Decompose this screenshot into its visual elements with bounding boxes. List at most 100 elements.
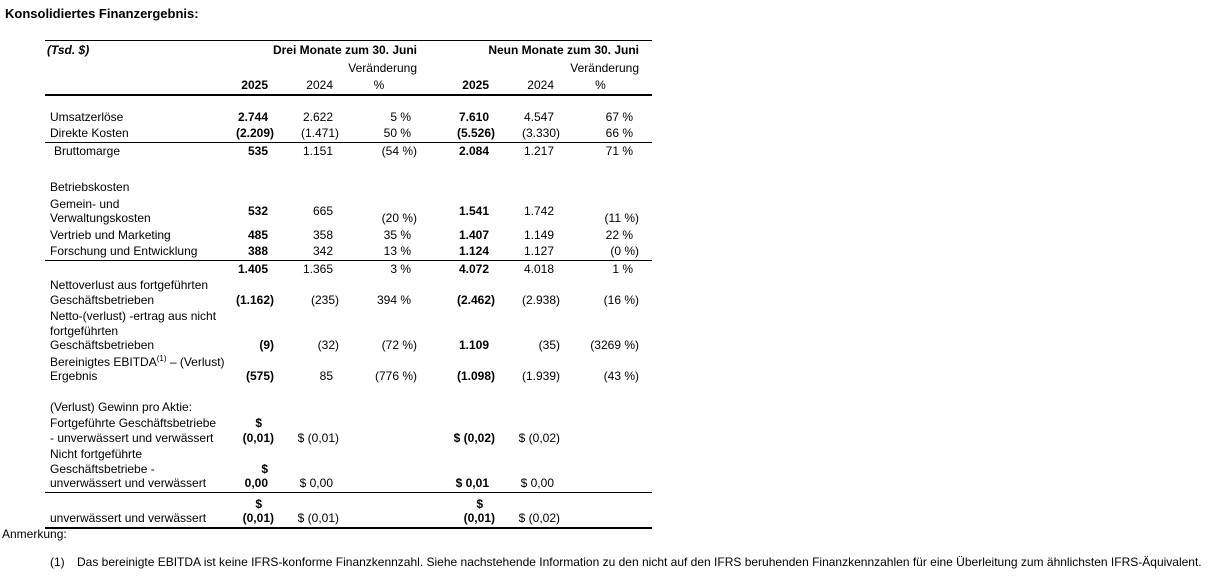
col-header-2024-0: 2024	[275, 76, 340, 96]
value-cell: 67 %	[605, 109, 633, 124]
value-cell: (11 %)	[604, 211, 639, 225]
spacer-row	[45, 159, 652, 179]
value-cell: (16 %)	[603, 292, 639, 307]
value-cell	[275, 179, 340, 196]
value-cell: (2.209)	[235, 126, 274, 140]
value-cell	[418, 399, 496, 416]
value-cell: (9)	[259, 338, 274, 352]
row-label: Bereinigtes EBITDA(1) – (Verlust) Ergebni…	[50, 353, 225, 383]
col-header-2025-1: 2025	[418, 76, 496, 96]
value-cell: (575)	[245, 369, 274, 383]
spacer-row	[45, 385, 652, 399]
table-row: (Verlust) Gewinn pro Aktie:	[45, 399, 652, 416]
value-cell: 2.084	[418, 141, 496, 159]
value-line: (0,01)	[463, 511, 495, 525]
value-cell: 1.365	[275, 259, 340, 277]
row-label: (Verlust) Gewinn pro Aktie:	[50, 399, 193, 414]
value-cell: 394 %	[376, 292, 411, 307]
value-cell: 5 %	[390, 109, 411, 124]
period-title-0: Drei Monate zum 30. Juni	[235, 40, 418, 59]
table-row: Forschung und Entwicklung 388 342 13 % 1.124…	[45, 243, 652, 260]
value-cell: $ (0,01)	[297, 430, 339, 445]
value-cell: $ (0,02)	[496, 491, 561, 529]
value-cell	[235, 399, 275, 416]
pad-cell	[640, 109, 652, 126]
header-row-change: Veränderung Veränderung	[45, 59, 652, 77]
value-cell	[275, 399, 340, 416]
pad-cell	[640, 59, 652, 77]
value-cell: (54 %)	[340, 141, 418, 159]
value-cell: (1.162)	[235, 292, 274, 307]
value-cell	[561, 179, 640, 196]
header-row-titles: (Tsd. $) Drei Monate zum 30. Juni Neun Mon…	[45, 40, 652, 59]
value-cell: 665	[312, 203, 333, 218]
table-row: 1.405 1.365 3 % 4.072 4.018 1 %	[45, 259, 652, 277]
value-cell: 1.407	[458, 227, 489, 242]
value-cell: 1.541	[458, 203, 489, 218]
page-title: Konsolidiertes Finanzergebnis:	[5, 6, 199, 21]
value-cell: 358	[312, 227, 333, 242]
value-cell: $ (0,01)	[275, 491, 340, 529]
pad-cell	[640, 141, 652, 159]
value-cell	[235, 179, 275, 196]
row-label	[45, 259, 235, 277]
value-cell: 1 %	[561, 259, 640, 277]
value-line: (0,01)	[242, 511, 274, 525]
table-row: Bruttomarge 535 1.151 (54 %) 2.084 1.217 71 %	[45, 141, 652, 159]
value-cell	[561, 491, 640, 529]
empty-cell	[45, 59, 235, 77]
value-cell: (2.938)	[521, 292, 560, 307]
value-cell: 388	[247, 244, 268, 258]
value-cell: 1.127	[523, 244, 554, 258]
pad-cell	[640, 354, 652, 385]
value-cell: (1.098)	[456, 369, 495, 383]
pad-cell	[640, 196, 652, 227]
pad-cell	[640, 125, 652, 142]
table-body: Umsatzerlöse 2.744 2.622 5 % 7.610 4.547 67 % D…	[45, 95, 652, 529]
value-cell: (3.330)	[521, 126, 560, 140]
value-cell: 1.109	[458, 338, 489, 352]
value-cell: $ (0,01)	[418, 491, 496, 529]
pad-cell	[640, 415, 652, 446]
row-label: Bruttomarge	[45, 141, 235, 159]
value-cell	[340, 399, 418, 416]
pad-cell	[640, 308, 652, 354]
value-cell	[340, 415, 418, 446]
table-row: Fortgeführte Geschäftsbetriebe - unverwä…	[45, 415, 652, 446]
value-cell	[496, 399, 561, 416]
pad-cell	[640, 491, 652, 529]
value-cell: $ 0,00	[299, 476, 333, 490]
value-cell: (5.526)	[456, 126, 495, 140]
pad-cell	[640, 243, 652, 260]
spacer-cell	[45, 385, 652, 399]
col-header-2024-1: 2024	[496, 76, 561, 96]
value-cell: 4.018	[496, 259, 561, 277]
row-label: unverwässert und verwässert	[45, 491, 235, 529]
row-label: Netto-(verlust) -ertrag aus nicht fortge…	[50, 309, 217, 352]
empty-cell	[45, 76, 235, 96]
value-cell: 50 %	[383, 126, 411, 140]
value-cell: 1.742	[523, 203, 554, 218]
pad-cell	[640, 446, 652, 492]
value-cell: $ 0,00	[244, 461, 268, 491]
pad-cell	[640, 76, 652, 96]
footnote-text: Das bereinigte EBITDA ist keine IFRS-kon…	[77, 555, 1202, 569]
value-cell: 22 %	[605, 227, 633, 242]
unit-label: (Tsd. $)	[45, 40, 235, 59]
table-row: Nettoverlust aus fortgeführten Geschäfts…	[45, 277, 652, 308]
row-label: Forschung und Entwicklung	[50, 244, 198, 258]
col-header-pct-0: %	[340, 76, 418, 96]
table-row: unverwässert und verwässert $ (0,01) $ (0,0…	[45, 491, 652, 529]
row-label: Vertrieb und Marketing	[50, 227, 171, 242]
table-row: Vertrieb und Marketing 485 358 35 % 1.407 1.1…	[45, 227, 652, 244]
value-cell	[340, 446, 418, 492]
value-cell	[418, 179, 496, 196]
table-row: Nicht fortgeführte Geschäftsbetriebe - u…	[45, 446, 652, 492]
value-cell: 1.151	[275, 141, 340, 159]
value-cell: 35 %	[383, 227, 411, 242]
value-cell: 1.217	[496, 141, 561, 159]
row-label: Nicht fortgeführte Geschäftsbetriebe - u…	[50, 447, 207, 490]
value-cell: $ (0,01)	[235, 491, 275, 529]
value-cell: 532	[247, 203, 268, 218]
